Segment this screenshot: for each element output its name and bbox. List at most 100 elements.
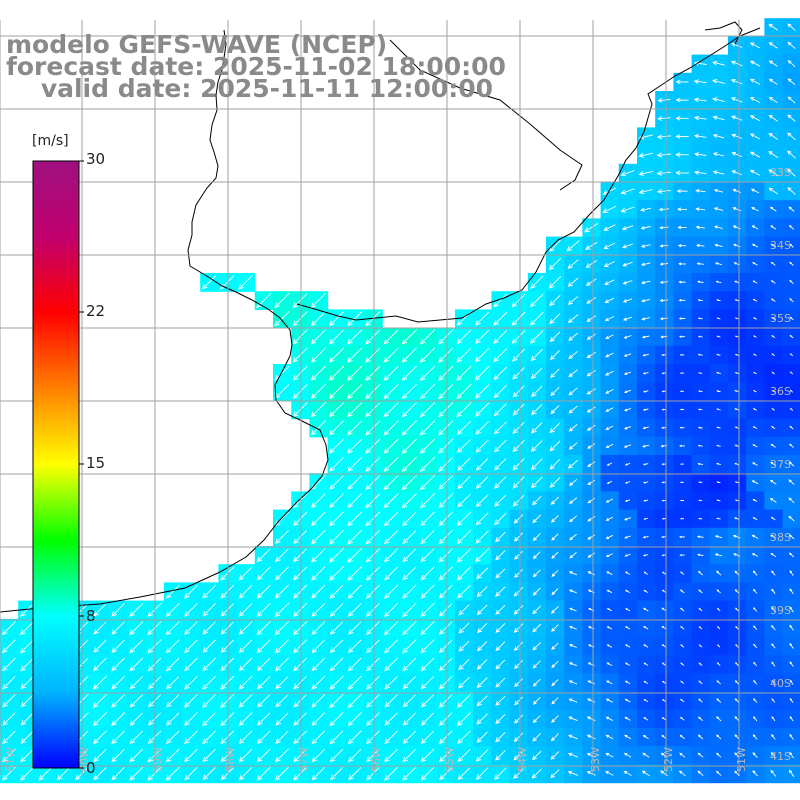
wind-arrow bbox=[551, 533, 559, 541]
wind-arrow bbox=[184, 766, 198, 781]
wind-arrow bbox=[438, 712, 453, 726]
wind-arrow bbox=[329, 712, 344, 727]
wind-arrow bbox=[734, 335, 739, 338]
wind-arrow bbox=[789, 751, 795, 759]
wind-arrow bbox=[698, 517, 703, 520]
wind-arrow bbox=[514, 550, 523, 560]
wind-arrow bbox=[586, 351, 596, 359]
wind-arrow bbox=[568, 589, 577, 594]
wind-arrow bbox=[310, 311, 326, 327]
wind-arrow bbox=[274, 311, 290, 327]
wind-arrow bbox=[495, 604, 506, 615]
wind-arrow bbox=[328, 420, 345, 436]
wind-arrow bbox=[549, 477, 561, 488]
wind-arrow bbox=[697, 553, 704, 557]
wind-arrow bbox=[476, 695, 488, 707]
wind-arrow bbox=[457, 730, 471, 745]
wind-arrow bbox=[347, 584, 362, 599]
wind-arrow bbox=[730, 97, 743, 103]
wind-arrow bbox=[569, 497, 578, 505]
wind-arrow bbox=[698, 481, 703, 484]
wind-arrow bbox=[697, 299, 703, 302]
wind-arrow bbox=[551, 660, 559, 669]
wind-cell bbox=[782, 728, 800, 747]
wind-arrow bbox=[532, 533, 541, 542]
wind-arrow bbox=[530, 275, 544, 289]
wind-arrow bbox=[365, 566, 381, 581]
wind-arrow bbox=[624, 626, 631, 630]
wind-arrow bbox=[514, 714, 524, 724]
wind-arrow bbox=[438, 475, 454, 490]
wind-arrow bbox=[698, 662, 703, 666]
wind-arrow bbox=[419, 347, 436, 363]
wind-arrow bbox=[770, 552, 777, 558]
wind-arrow bbox=[752, 444, 758, 448]
wind-arrow bbox=[749, 151, 761, 158]
wind-arrow bbox=[789, 570, 794, 576]
lat-label: 41S bbox=[770, 750, 791, 763]
wind-arrow bbox=[752, 462, 758, 466]
wind-arrow bbox=[771, 426, 776, 430]
wind-arrow bbox=[311, 621, 326, 635]
wind-arrow bbox=[129, 748, 144, 763]
wind-arrow bbox=[734, 390, 740, 393]
wind-arrow bbox=[256, 548, 271, 563]
wind-arrow bbox=[716, 589, 721, 594]
wind-arrow bbox=[605, 334, 614, 339]
wind-arrow bbox=[698, 372, 703, 374]
wind-arrow bbox=[347, 748, 362, 763]
wind-arrow bbox=[788, 534, 795, 540]
wind-arrow bbox=[402, 730, 417, 745]
wind-arrow bbox=[202, 657, 216, 672]
wind-arrow bbox=[420, 620, 435, 636]
wind-cell bbox=[782, 509, 800, 529]
wind-arrow bbox=[329, 748, 344, 763]
wind-arrow bbox=[495, 586, 506, 597]
wind-arrow bbox=[456, 712, 471, 727]
wind-arrow bbox=[696, 243, 705, 248]
wind-arrow bbox=[311, 748, 326, 763]
wind-arrow bbox=[752, 408, 758, 411]
wind-arrow bbox=[657, 116, 671, 121]
wind-arrow bbox=[771, 588, 776, 594]
wind-arrow bbox=[347, 639, 362, 654]
wind-arrow bbox=[716, 390, 721, 393]
lon-label: 61W bbox=[4, 747, 17, 772]
wind-arrow bbox=[734, 444, 739, 448]
wind-arrow bbox=[275, 566, 289, 581]
wind-arrow bbox=[788, 515, 795, 522]
wind-arrow bbox=[586, 406, 596, 413]
wind-arrow bbox=[714, 535, 723, 539]
wind-arrow bbox=[749, 169, 761, 176]
wind-arrow bbox=[257, 694, 271, 708]
wind-arrow bbox=[1, 766, 16, 781]
wind-arrow bbox=[694, 133, 707, 139]
wind-arrow bbox=[640, 244, 651, 248]
wind-arrow bbox=[293, 584, 308, 599]
wind-arrow bbox=[640, 226, 651, 230]
wind-arrow bbox=[769, 206, 777, 212]
wind-arrow bbox=[730, 78, 743, 85]
wind-arrow bbox=[365, 420, 381, 436]
title-valid-date: valid date: 2025-11-11 12:00:00 bbox=[6, 74, 494, 103]
wind-arrow bbox=[658, 207, 670, 212]
wind-arrow bbox=[679, 734, 685, 740]
wind-arrow bbox=[602, 187, 617, 195]
wind-arrow bbox=[384, 730, 398, 744]
wind-arrow bbox=[420, 712, 435, 726]
wind-arrow bbox=[550, 769, 560, 779]
wind-arrow bbox=[569, 533, 577, 541]
wind-arrow bbox=[20, 748, 35, 763]
wind-arrow bbox=[605, 443, 614, 449]
wind-arrow bbox=[311, 693, 326, 708]
wind-arrow bbox=[678, 280, 686, 284]
wind-arrow bbox=[622, 280, 633, 285]
wind-arrow bbox=[165, 730, 180, 745]
wind-arrow bbox=[661, 517, 666, 520]
wind-arrow bbox=[293, 675, 307, 690]
wind-arrow bbox=[512, 421, 525, 434]
wind-arrow bbox=[735, 644, 739, 648]
wind-arrow bbox=[749, 60, 761, 67]
wind-arrow bbox=[383, 329, 399, 345]
wind-arrow bbox=[311, 493, 326, 508]
